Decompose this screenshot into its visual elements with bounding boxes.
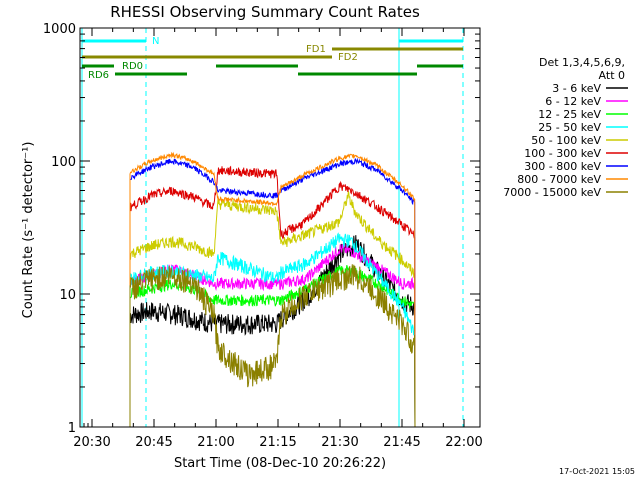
y-axis-label: Count Rate (s⁻¹ detector⁻¹)	[21, 142, 36, 319]
x-tick-label: 21:00	[197, 435, 234, 450]
legend-entry-label: 50 - 100 keV	[531, 134, 601, 147]
series-line-100-300-kev	[129, 165, 416, 428]
legend-header-line-2: Att 0	[599, 69, 625, 82]
x-axis-label: Start Time (08-Dec-10 20:26:22)	[174, 456, 386, 471]
legend-entry-label: 7000 - 15000 keV	[503, 186, 601, 199]
legend-entry-label: 3 - 6 keV	[552, 82, 601, 95]
legend-entry-label: 800 - 7000 keV	[517, 173, 601, 186]
status-label-n: N	[152, 36, 159, 47]
series-line-800-7000-kev	[129, 151, 416, 428]
x-axis-ticks: 20:30 20:45 21:00 21:15 21:30 21:45 22:00	[73, 28, 483, 450]
x-tick-label: 21:30	[321, 435, 358, 450]
x-tick-label: 21:45	[383, 435, 420, 450]
legend-entry-label: 25 - 50 keV	[538, 121, 601, 134]
x-tick-label: 20:45	[135, 435, 172, 450]
status-label-fd2: FD2	[338, 52, 358, 63]
legend-entry-label: 6 - 12 keV	[545, 95, 601, 108]
status-label-rd6: RD6	[88, 70, 109, 81]
series-lines	[129, 151, 416, 428]
plot-frame	[79, 27, 481, 428]
status-label-rd0: RD0	[122, 61, 143, 72]
status-bars: N FD1 FD2 RD0 RD6	[81, 28, 464, 427]
series-line-25-50-kev	[129, 232, 416, 428]
legend-entry-label: 100 - 300 keV	[524, 147, 601, 160]
series-line-7000-15000-kev	[129, 264, 416, 428]
y-tick-label: 1000	[43, 22, 76, 37]
x-tick-label: 22:00	[445, 435, 482, 450]
y-tick-label: 100	[51, 155, 76, 170]
legend-entry-label: 300 - 800 keV	[524, 160, 601, 173]
y-tick-label: 10	[59, 288, 76, 303]
y-tick-label: 1	[68, 421, 76, 436]
y-axis-ticks: 1 10 100 1000	[43, 22, 480, 436]
series-line-50-100-kev	[129, 190, 416, 428]
chart-title: RHESSI Observing Summary Count Rates	[110, 3, 420, 21]
x-tick-label: 21:15	[259, 435, 296, 450]
legend-header-line-1: Det 1,3,4,5,6,9,	[539, 56, 625, 69]
render-timestamp: 17-Oct-2021 15:05	[559, 467, 635, 476]
x-tick-label: 20:30	[73, 435, 110, 450]
legend-entry-label: 12 - 25 keV	[538, 108, 601, 121]
series-line-300-800-kev	[129, 157, 416, 428]
status-label-fd1: FD1	[306, 44, 326, 55]
series-line-6-12-kev	[129, 244, 416, 428]
